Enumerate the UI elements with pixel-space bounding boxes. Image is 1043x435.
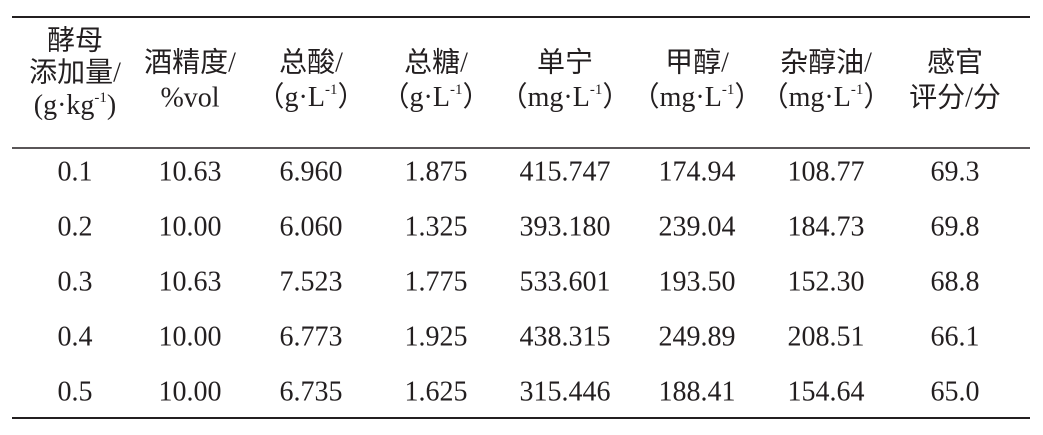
header-text: （mg·L-1） xyxy=(632,81,763,113)
unit-text: （g·L xyxy=(257,81,325,113)
unit-text: ） xyxy=(602,81,630,113)
header-text: （g·L-1） xyxy=(382,81,491,113)
unit-text: ） xyxy=(462,81,490,113)
cell-text: 68.8 xyxy=(931,266,980,297)
header-text: 总糖/ xyxy=(404,46,468,78)
header-text: 评分/分 xyxy=(909,82,1001,113)
superscript: -1 xyxy=(590,82,603,98)
cell-text: 154.64 xyxy=(788,376,865,407)
cell-text: 1.875 xyxy=(405,156,468,187)
cell-text: 1.775 xyxy=(405,266,468,297)
header-text: 单宁 xyxy=(537,46,593,78)
unit-text: （mg·L xyxy=(761,81,851,113)
cell-text: 239.04 xyxy=(659,211,736,242)
header-text: （mg·L-1） xyxy=(500,81,631,113)
cell-text: 7.523 xyxy=(280,266,343,297)
superscript: -1 xyxy=(722,82,735,98)
header-text: 酵母 xyxy=(47,25,103,56)
cell-text: 152.30 xyxy=(788,266,865,297)
cell-text: 438.315 xyxy=(520,321,611,352)
cell-text: 174.94 xyxy=(659,156,736,187)
superscript: -1 xyxy=(325,82,338,98)
unit-text: （mg·L xyxy=(632,81,722,113)
cell-text: 6.735 xyxy=(280,376,343,407)
unit-text: ） xyxy=(734,81,762,113)
cell-text: 0.4 xyxy=(58,321,93,352)
cell-text: 66.1 xyxy=(931,321,980,352)
cell-text: 65.0 xyxy=(931,376,980,407)
cell-text: 0.2 xyxy=(58,211,93,242)
cell-text: 1.925 xyxy=(405,321,468,352)
cell-text: 193.50 xyxy=(659,266,736,297)
cell-text: 6.960 xyxy=(280,156,343,187)
header-text: 总酸/ xyxy=(279,46,343,78)
cell-text: 533.601 xyxy=(520,266,611,297)
cell-text: 10.63 xyxy=(159,156,222,187)
header-text: （mg·L-1） xyxy=(761,81,892,113)
cell-text: 1.325 xyxy=(405,211,468,242)
header-text: (g·kg-1) xyxy=(34,90,116,121)
unit-text: ) xyxy=(107,90,116,121)
unit-text: (g·kg xyxy=(34,90,95,121)
header-text: %vol xyxy=(160,82,219,113)
cell-text: 6.060 xyxy=(280,211,343,242)
unit-text: ） xyxy=(863,81,891,113)
header-text: 酒精度/ xyxy=(144,46,236,78)
cell-text: 184.73 xyxy=(788,211,865,242)
header-text: 感官 xyxy=(927,46,983,78)
cell-text: 249.89 xyxy=(659,321,736,352)
cell-text: 208.51 xyxy=(788,321,865,352)
cell-text: 6.773 xyxy=(280,321,343,352)
cell-text: 10.00 xyxy=(159,376,222,407)
superscript: -1 xyxy=(94,90,107,106)
cell-text: 188.41 xyxy=(659,376,736,407)
cell-text: 69.8 xyxy=(931,211,980,242)
cell-text: 315.446 xyxy=(520,376,611,407)
cell-text: 0.3 xyxy=(58,266,93,297)
cell-text: 415.747 xyxy=(520,156,611,187)
unit-text: ） xyxy=(337,81,365,113)
cell-text: 10.00 xyxy=(159,211,222,242)
unit-text: （g·L xyxy=(382,81,450,113)
cell-text: 0.5 xyxy=(58,376,93,407)
cell-text: 10.63 xyxy=(159,266,222,297)
cell-text: 0.1 xyxy=(58,156,93,187)
header-text: （g·L-1） xyxy=(257,81,366,113)
cell-text: 69.3 xyxy=(931,156,980,187)
cell-text: 10.00 xyxy=(159,321,222,352)
cell-text: 108.77 xyxy=(788,156,865,187)
unit-text: （mg·L xyxy=(500,81,590,113)
header-text: 杂醇油/ xyxy=(780,46,872,78)
cell-text: 393.180 xyxy=(520,211,611,242)
superscript: -1 xyxy=(851,82,864,98)
header-text: 添加量/ xyxy=(29,57,121,88)
cell-text: 1.625 xyxy=(405,376,468,407)
header-text: 甲醇/ xyxy=(665,46,729,78)
superscript: -1 xyxy=(450,82,463,98)
